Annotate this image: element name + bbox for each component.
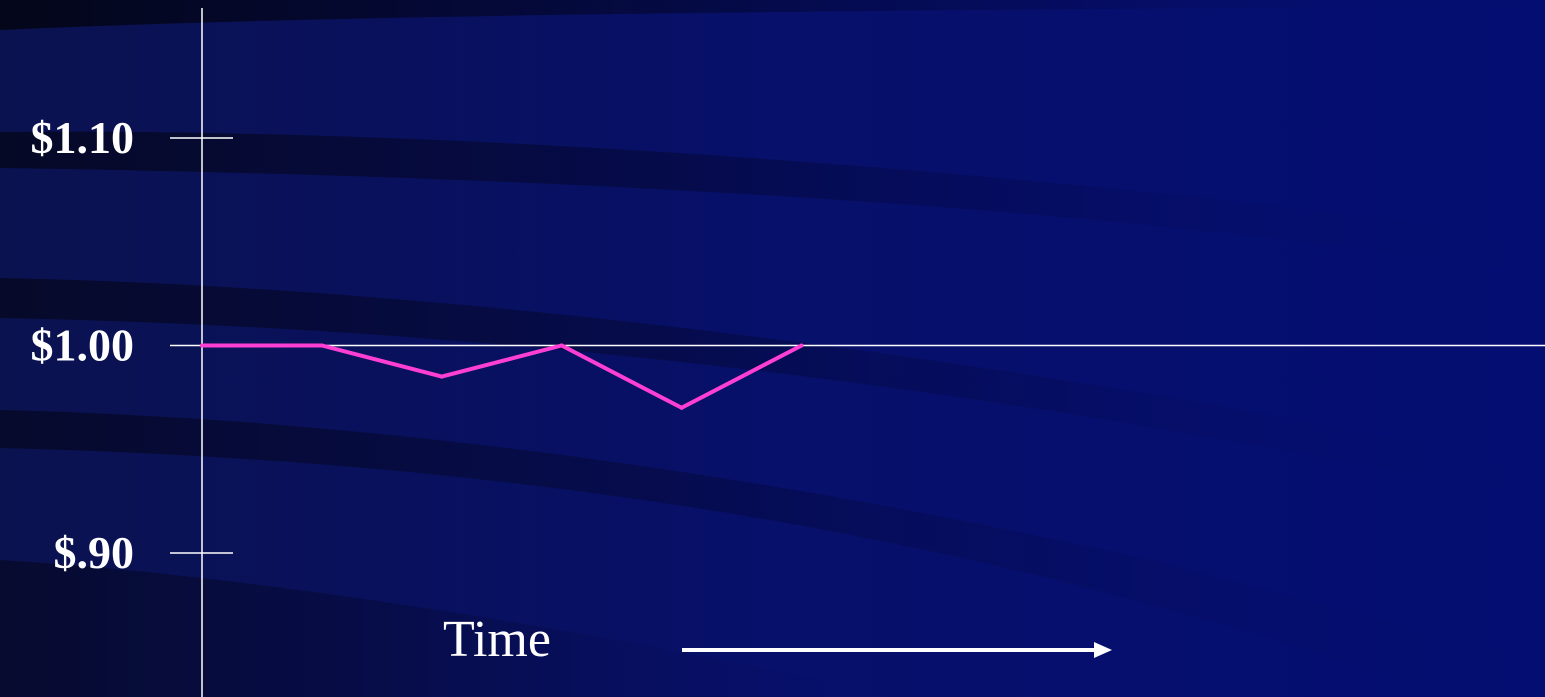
price-point [319, 343, 324, 348]
price-point [679, 405, 684, 410]
price-series-line [202, 343, 803, 411]
y-tick-label: $1.00 [31, 320, 135, 371]
y-ticks: $1.10 $1.00 $.90 [31, 112, 233, 578]
price-points [200, 343, 804, 410]
price-point [439, 374, 444, 379]
price-point [559, 343, 564, 348]
price-point [799, 343, 804, 348]
time-arrow-head [1094, 642, 1112, 658]
x-axis-label: Time [443, 611, 551, 668]
y-tick-label: $.90 [54, 527, 135, 578]
y-tick-label: $1.10 [31, 112, 135, 163]
price-point [200, 343, 204, 348]
